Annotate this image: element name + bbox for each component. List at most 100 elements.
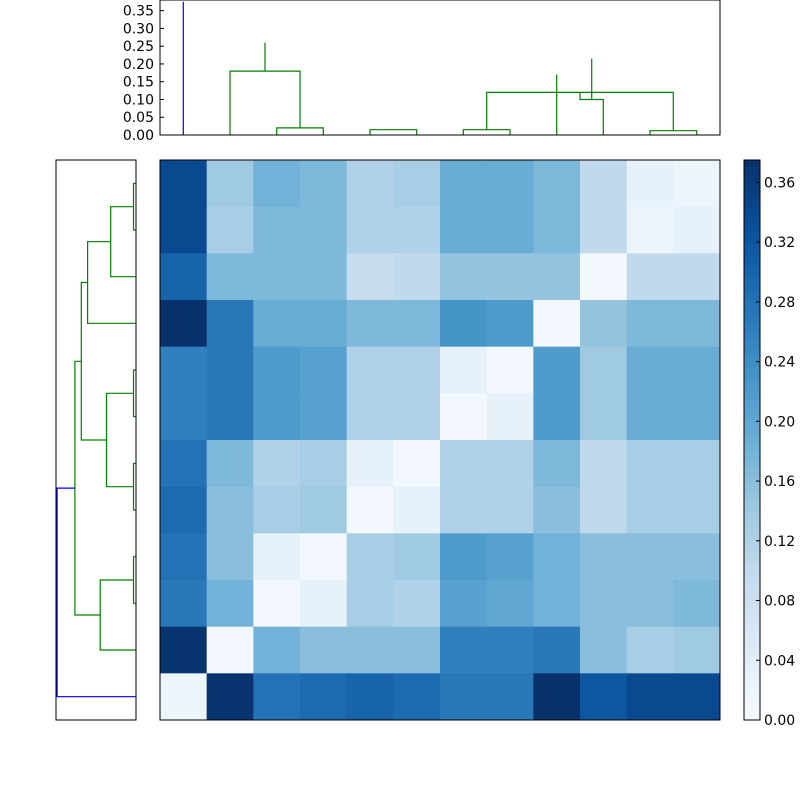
heatmap-cell [160, 440, 208, 488]
y-tick-label: 0.25 [123, 39, 154, 55]
heatmap-cell [300, 580, 348, 628]
heatmap-cell [626, 486, 674, 534]
dendrogram-link [99, 579, 136, 651]
heatmap-cell [486, 533, 534, 581]
heatmap-cell [160, 533, 208, 581]
heatmap-cell [533, 300, 581, 348]
y-tick-label: 0.00 [123, 128, 154, 144]
heatmap-cell [160, 346, 208, 394]
heatmap-cell [160, 206, 208, 254]
heatmap-cell [346, 626, 394, 674]
heatmap-cell [673, 486, 721, 534]
heatmap-cell [580, 253, 628, 301]
colorbar-tick-label: 0.12 [764, 534, 795, 550]
dendrogram-link [369, 129, 418, 135]
heatmap-cell [346, 440, 394, 488]
heatmap-cell [533, 533, 581, 581]
heatmap-cell [580, 393, 628, 441]
heatmap-cell [346, 486, 394, 534]
heatmap-cell [440, 300, 488, 348]
heatmap-cell [393, 300, 441, 348]
heatmap-cell [486, 253, 534, 301]
heatmap-cell [486, 580, 534, 628]
heatmap-cell [486, 626, 534, 674]
heatmap-cell [393, 486, 441, 534]
top-dendrogram-frame [159, 0, 721, 136]
heatmap-cell [253, 533, 301, 581]
heatmap-cell [673, 673, 721, 721]
heatmap-cell [253, 486, 301, 534]
heatmap-cell [626, 393, 674, 441]
heatmap-cell [160, 300, 208, 348]
heatmap-cell [533, 206, 581, 254]
heatmap-cell [253, 300, 301, 348]
heatmap-cell [580, 486, 628, 534]
heatmap-cell [206, 253, 254, 301]
dendrogram-link [56, 487, 136, 698]
y-tick-label: 0.20 [123, 57, 154, 73]
heatmap-cell [300, 533, 348, 581]
heatmap-cell [206, 673, 254, 721]
left-dendrogram-frame [55, 159, 137, 721]
heatmap-cell [300, 486, 348, 534]
y-tick-label: 0.10 [123, 92, 154, 108]
heatmap-cell [393, 160, 441, 208]
heatmap-cell [300, 346, 348, 394]
heatmap-cell [673, 580, 721, 628]
heatmap-cell [393, 440, 441, 488]
heatmap-cell [160, 486, 208, 534]
heatmap-cell [206, 580, 254, 628]
heatmap-cell [626, 440, 674, 488]
heatmap-cell [626, 580, 674, 628]
heatmap-cell [440, 206, 488, 254]
heatmap-cell [300, 673, 348, 721]
heatmap-cell [346, 673, 394, 721]
heatmap-cell [580, 206, 628, 254]
heatmap [160, 160, 721, 721]
heatmap-cell [673, 253, 721, 301]
heatmap-cell [486, 300, 534, 348]
top-dendrogram-y-axis: 0.00 0.05 0.100.15 0.20 0.25 0.300.35 [123, 4, 164, 144]
heatmap-cell [206, 440, 254, 488]
heatmap-cell [440, 580, 488, 628]
heatmap-cell [253, 580, 301, 628]
dendrogram-link [462, 129, 511, 135]
heatmap-cell [580, 346, 628, 394]
heatmap-cell [160, 393, 208, 441]
heatmap-cell [533, 160, 581, 208]
heatmap-cell [253, 440, 301, 488]
heatmap-cell [300, 626, 348, 674]
colorbar-tick-label: 0.24 [764, 355, 795, 371]
heatmap-cell [253, 206, 301, 254]
heatmap-cell [440, 393, 488, 441]
heatmap-cell [206, 346, 254, 394]
heatmap-cell [346, 533, 394, 581]
heatmap-cell [346, 206, 394, 254]
colorbar-tick-label: 0.32 [764, 235, 795, 251]
heatmap-frame [159, 159, 721, 721]
heatmap-cell [160, 626, 208, 674]
heatmap-cell [393, 393, 441, 441]
heatmap-cell [393, 206, 441, 254]
heatmap-cell [300, 300, 348, 348]
heatmap-cell [533, 580, 581, 628]
dendrogram-link [110, 206, 136, 278]
heatmap-cell [673, 300, 721, 348]
dendrogram-link [86, 241, 136, 324]
colorbar-tick-label: 0.36 [764, 175, 795, 191]
heatmap-cell [160, 673, 208, 721]
dendrogram-link [276, 127, 324, 135]
heatmap-cell [300, 440, 348, 488]
heatmap-cell [300, 206, 348, 254]
heatmap-cell [533, 486, 581, 534]
heatmap-cell [346, 580, 394, 628]
heatmap-cell [206, 300, 254, 348]
colorbar-tick-label: 0.04 [764, 653, 795, 669]
heatmap-cell [486, 440, 534, 488]
heatmap-cell [486, 346, 534, 394]
heatmap-cell [533, 253, 581, 301]
heatmap-cell [580, 160, 628, 208]
heatmap-cell [626, 160, 674, 208]
heatmap-cell [533, 673, 581, 721]
